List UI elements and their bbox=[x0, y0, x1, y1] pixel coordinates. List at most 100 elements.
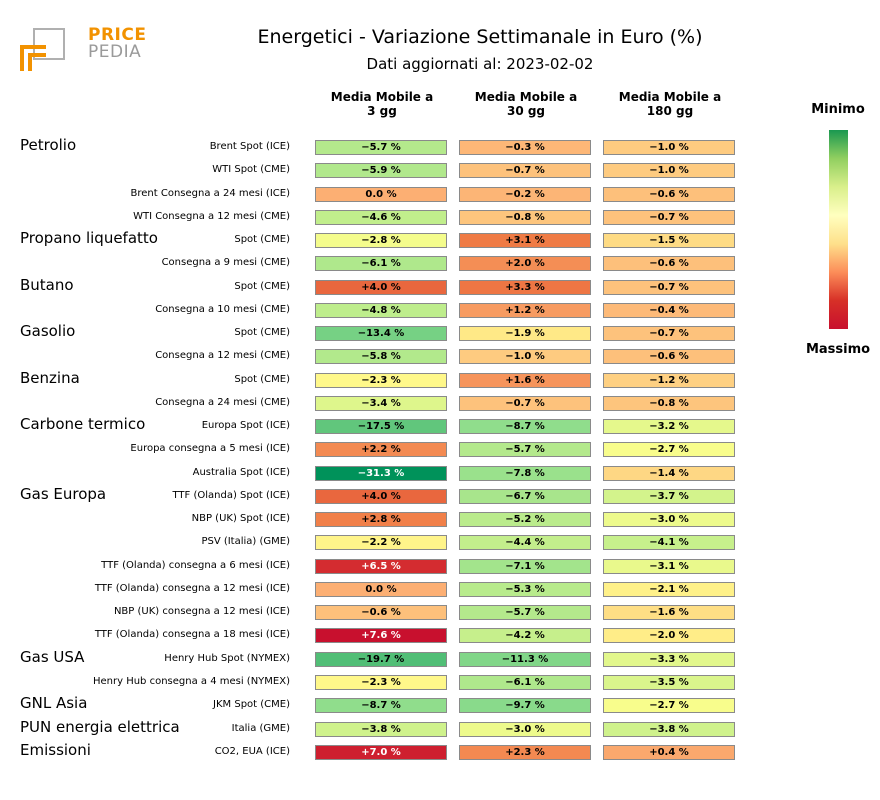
heatmap-cell: −0.6 % bbox=[603, 256, 735, 272]
heatmap-cell: −6.7 % bbox=[459, 488, 591, 504]
row-label: Consegna a 10 mesi (CME) bbox=[155, 303, 290, 315]
heatmap-cell: −1.9 % bbox=[459, 326, 591, 342]
row-label: Spot (CME) bbox=[234, 234, 290, 246]
heatmap-cell: +1.6 % bbox=[459, 372, 591, 388]
heatmap-cell: −19.7 % bbox=[315, 651, 447, 667]
logo-text-price: PRICE bbox=[88, 25, 147, 45]
heatmap-cell: −0.7 % bbox=[603, 326, 735, 342]
heatmap-cell: −0.6 % bbox=[603, 349, 735, 365]
logo-text-pedia: PEDIA bbox=[88, 42, 142, 62]
heatmap-cell: −2.7 % bbox=[603, 698, 735, 714]
row-label: TTF (Olanda) consegna a 12 mesi (ICE) bbox=[94, 582, 290, 594]
heatmap-cell: −4.6 % bbox=[315, 209, 447, 225]
group-label: PUN energia elettrica bbox=[20, 717, 180, 736]
heatmap-cell: −3.4 % bbox=[315, 395, 447, 411]
row-label: Consegna a 24 mesi (CME) bbox=[155, 396, 290, 408]
heatmap-cell: −3.0 % bbox=[603, 512, 735, 528]
heatmap-cell: −7.8 % bbox=[459, 465, 591, 481]
heatmap-cell: −4.8 % bbox=[315, 302, 447, 318]
row-label: WTI Consegna a 12 mesi (CME) bbox=[133, 210, 290, 222]
row-label: Australia Spot (ICE) bbox=[192, 466, 290, 478]
row-label: Europa consegna a 5 mesi (ICE) bbox=[130, 443, 290, 455]
heatmap-cell: +4.0 % bbox=[315, 279, 447, 295]
heatmap-cell: +3.1 % bbox=[459, 233, 591, 249]
heatmap-cell: −5.8 % bbox=[315, 349, 447, 365]
heatmap-cell: −0.4 % bbox=[603, 302, 735, 318]
group-label: Butano bbox=[20, 275, 74, 294]
row-label: Spot (CME) bbox=[234, 327, 290, 339]
group-label: Gasolio bbox=[20, 322, 76, 341]
colorbar-top-label: Minimo bbox=[811, 102, 865, 117]
heatmap-cell: −1.4 % bbox=[603, 465, 735, 481]
heatmap-cell: +2.2 % bbox=[315, 442, 447, 458]
row-label: Brent Consegna a 24 mesi (ICE) bbox=[130, 187, 290, 199]
heatmap-cell: −0.8 % bbox=[459, 209, 591, 225]
heatmap-cell: −3.5 % bbox=[603, 674, 735, 690]
heatmap-cell: +1.2 % bbox=[459, 302, 591, 318]
colorbar bbox=[829, 130, 848, 329]
row-label: Henry Hub Spot (NYMEX) bbox=[164, 652, 290, 664]
heatmap-cell: −8.7 % bbox=[459, 419, 591, 435]
heatmap-cell: −0.7 % bbox=[459, 395, 591, 411]
row-label: TTF (Olanda) consegna a 6 mesi (ICE) bbox=[101, 559, 290, 571]
group-label: Carbone termico bbox=[20, 415, 146, 434]
heatmap-cell: 0.0 % bbox=[315, 581, 447, 597]
chart-title: Energetici - Variazione Settimanale in E… bbox=[257, 26, 703, 48]
heatmap-cell: −3.1 % bbox=[603, 558, 735, 574]
heatmap-cell: +7.0 % bbox=[315, 744, 447, 760]
row-label: TTF (Olanda) consegna a 18 mesi (ICE) bbox=[94, 629, 290, 641]
row-label: Brent Spot (ICE) bbox=[209, 141, 290, 152]
heatmap-cell: −0.6 % bbox=[315, 605, 447, 621]
chart-subtitle: Dati aggiornati al: 2023-02-02 bbox=[366, 55, 594, 73]
heatmap-cell: −1.5 % bbox=[603, 233, 735, 249]
heatmap-cell: −2.1 % bbox=[603, 581, 735, 597]
heatmap-cell: −7.1 % bbox=[459, 558, 591, 574]
heatmap-cell: −0.8 % bbox=[603, 395, 735, 411]
heatmap-cell: −5.9 % bbox=[315, 163, 447, 179]
heatmap-cell: +0.4 % bbox=[603, 744, 735, 760]
heatmap-cell: −6.1 % bbox=[459, 674, 591, 690]
heatmap-cell: −0.7 % bbox=[459, 163, 591, 179]
heatmap-cell: +2.0 % bbox=[459, 256, 591, 272]
row-label: Spot (CME) bbox=[234, 280, 290, 292]
group-label: Benzina bbox=[20, 368, 80, 387]
heatmap-cell: −2.0 % bbox=[603, 628, 735, 644]
row-label: Consegna a 9 mesi (CME) bbox=[161, 257, 290, 269]
row-label: Spot (CME) bbox=[234, 373, 290, 385]
heatmap-cell: −3.7 % bbox=[603, 488, 735, 504]
row-label: JKM Spot (CME) bbox=[213, 699, 290, 711]
row-label: Consegna a 12 mesi (CME) bbox=[155, 350, 290, 362]
colorbar-bottom-label: Massimo bbox=[805, 342, 871, 357]
heatmap-cell: +3.3 % bbox=[459, 279, 591, 295]
heatmap-cell: −3.8 % bbox=[315, 721, 447, 737]
heatmap-cell: −1.6 % bbox=[603, 605, 735, 621]
group-label: GNL Asia bbox=[20, 694, 88, 713]
heatmap-cell: 0.0 % bbox=[315, 186, 447, 202]
group-label: Gas Europa bbox=[20, 484, 107, 503]
column-header-1: Media Mobile a 30 gg bbox=[474, 90, 578, 118]
row-label: NBP (UK) Spot (ICE) bbox=[191, 513, 290, 525]
heatmap-cell: +7.6 % bbox=[315, 628, 447, 644]
row-label: PSV (Italia) (GME) bbox=[201, 536, 290, 548]
row-label: CO2, EUA (ICE) bbox=[214, 745, 290, 757]
row-label: TTF (Olanda) Spot (ICE) bbox=[172, 489, 290, 501]
heatmap-cell: −1.0 % bbox=[459, 349, 591, 365]
heatmap-cell: +2.3 % bbox=[459, 744, 591, 760]
group-label: Petrolio bbox=[20, 136, 77, 154]
heatmap-cell: −0.2 % bbox=[459, 186, 591, 202]
heatmap-cell: −5.3 % bbox=[459, 581, 591, 597]
heatmap-cell: +2.8 % bbox=[315, 512, 447, 528]
heatmap-cell: −2.7 % bbox=[603, 442, 735, 458]
heatmap-cell: −17.5 % bbox=[315, 419, 447, 435]
column-header-2: Media Mobile a 180 gg bbox=[618, 90, 722, 118]
pricepedia-logo: PRICE PEDIA bbox=[20, 25, 146, 75]
logo-mark-icon bbox=[20, 28, 65, 71]
row-label: Europa Spot (ICE) bbox=[201, 420, 290, 432]
heatmap-cell: −4.1 % bbox=[603, 535, 735, 551]
heatmap-cell: −0.3 % bbox=[459, 140, 591, 155]
heatmap-cell: −0.7 % bbox=[603, 209, 735, 225]
group-label: Gas USA bbox=[20, 647, 85, 666]
heatmap-cell: +6.5 % bbox=[315, 558, 447, 574]
row-label: NBP (UK) consegna a 12 mesi (ICE) bbox=[113, 606, 290, 618]
